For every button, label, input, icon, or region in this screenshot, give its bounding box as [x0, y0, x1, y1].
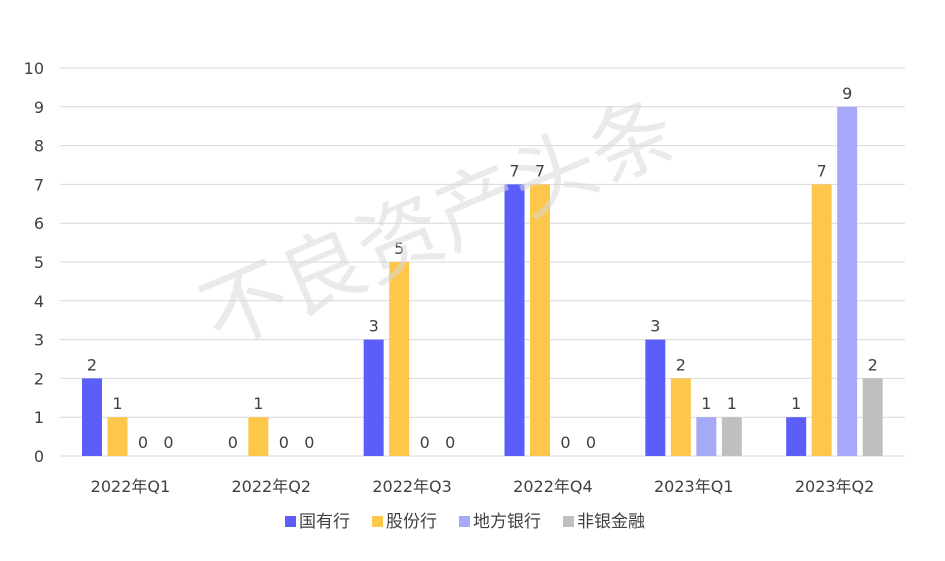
data-label: 0: [420, 433, 430, 452]
gridlines: [60, 67, 905, 457]
data-label: 0: [228, 433, 238, 452]
legend: 国有行 股份行 地方银行 非银金融: [285, 512, 645, 532]
data-label: 0: [138, 433, 148, 452]
y-axis: 0 1 2 3 4 5 6 7 8 9 10: [24, 59, 44, 466]
data-label: 0: [445, 433, 455, 452]
bar: [82, 378, 102, 456]
bar: [721, 417, 742, 456]
data-label: 1: [253, 394, 263, 413]
bar: [837, 106, 858, 457]
bar: [389, 262, 410, 456]
y-tick-label: 9: [34, 98, 44, 117]
data-label: 2: [87, 355, 97, 374]
bar: [696, 417, 717, 456]
y-tick-label: 5: [34, 253, 44, 272]
data-label: 0: [560, 433, 570, 452]
y-tick-label: 0: [34, 447, 44, 466]
data-label: 3: [650, 317, 660, 336]
data-label: 1: [701, 394, 711, 413]
bar: [530, 184, 550, 456]
legend-swatch: [563, 516, 574, 527]
legend-label: 股份行: [386, 512, 437, 532]
legend-swatch: [372, 516, 383, 527]
data-label: 0: [304, 433, 314, 452]
bar: [645, 339, 666, 456]
data-label: 2: [868, 355, 878, 374]
y-tick-label: 3: [34, 331, 44, 350]
x-tick-label: 2022年Q4: [513, 477, 593, 496]
x-tick-label: 2022年Q1: [91, 477, 171, 496]
data-label: 3: [369, 317, 379, 336]
y-tick-label: 2: [34, 369, 44, 388]
x-axis: 2022年Q1 2022年Q2 2022年Q3 2022年Q4 2023年Q1 2023年…: [91, 477, 875, 496]
legend-label: 非银金融: [577, 512, 645, 532]
x-tick-label: 2022年Q3: [372, 477, 452, 496]
data-label: 9: [842, 84, 852, 103]
bars: [82, 106, 883, 457]
data-label: 0: [586, 433, 596, 452]
legend-swatch: [285, 516, 296, 527]
y-tick-label: 6: [34, 214, 44, 233]
y-tick-label: 8: [34, 137, 44, 156]
bar: [786, 417, 807, 456]
legend-swatch: [459, 516, 470, 527]
bar: [504, 184, 525, 456]
data-label: 0: [279, 433, 289, 452]
data-label: 7: [535, 161, 545, 180]
bar: [363, 339, 384, 456]
data-label: 1: [112, 394, 122, 413]
legend-label: 国有行: [299, 512, 350, 532]
y-tick-label: 10: [24, 59, 44, 78]
data-label: 7: [509, 161, 519, 180]
bar: [107, 417, 128, 456]
bar: [670, 378, 691, 456]
bar: [811, 184, 832, 456]
data-label: 1: [727, 394, 737, 413]
data-label: 7: [817, 161, 827, 180]
y-tick-label: 1: [34, 408, 44, 427]
x-tick-label: 2023年Q2: [795, 477, 875, 496]
x-tick-label: 2023年Q1: [654, 477, 734, 496]
bar: [248, 417, 269, 456]
y-tick-label: 4: [34, 292, 44, 311]
data-label: 2: [676, 355, 686, 374]
data-label: 0: [163, 433, 173, 452]
data-label: 1: [791, 394, 801, 413]
y-tick-label: 7: [34, 175, 44, 194]
legend-label: 地方银行: [473, 512, 541, 532]
bar: [862, 378, 883, 456]
x-tick-label: 2022年Q2: [232, 477, 312, 496]
data-label: 5: [394, 239, 404, 258]
